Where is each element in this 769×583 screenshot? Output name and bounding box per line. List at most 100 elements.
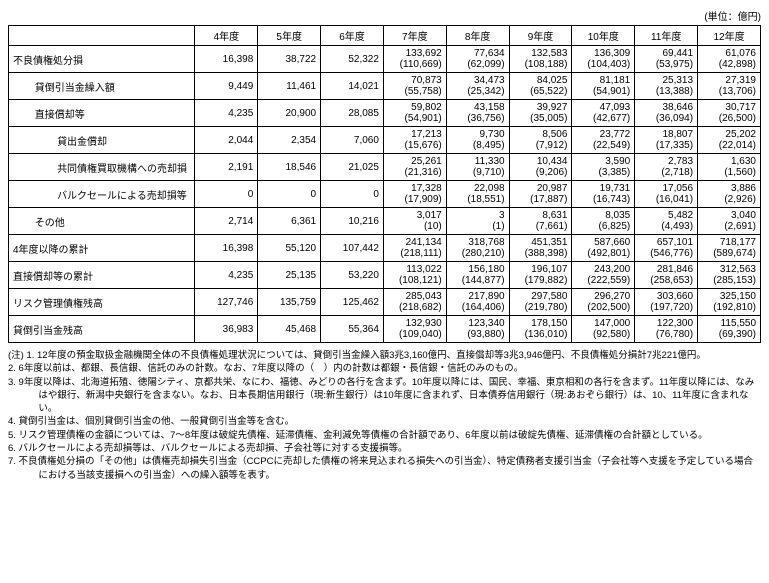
cell-y5: 135,759: [258, 289, 321, 316]
cell-y4: 2,191: [195, 154, 258, 181]
note-line: 5. リスク管理債権の金額については、7～8年度は破綻先債権、延滞債権、金利減免…: [8, 429, 761, 442]
row-label: リスク管理債権残高: [9, 289, 195, 316]
cell-y10: 243,200(222,559): [572, 262, 635, 289]
note-line: 3. 9年度以降は、北海道拓殖、徳陽シティ、京都共栄、なにわ、福徳、みどりの各行…: [8, 376, 761, 416]
cell-y8: 22,098(18,551): [446, 181, 509, 208]
cell-y12: 3,886(2,926): [698, 181, 761, 208]
cell-y12: 30,717(26,500): [698, 100, 761, 127]
cell-y9: 8,506(7,912): [509, 127, 572, 154]
cell-y10: 19,731(16,743): [572, 181, 635, 208]
note-line: 2. 6年度以前は、都銀、長信銀、信託のみの計数。なお、7年度以降の（ ）内の計…: [8, 362, 761, 375]
cell-y5: 18,546: [258, 154, 321, 181]
indent-cell: [9, 154, 31, 181]
cell-y6: 55,364: [321, 316, 384, 343]
data-table: 4年度 5年度 6年度 7年度 8年度 9年度 10年度 11年度 12年度 不…: [8, 25, 761, 343]
header-y5: 5年度: [258, 26, 321, 46]
table-row: 共同債権買取機構への売却損2,19118,54621,02525,261(21,…: [9, 154, 761, 181]
cell-y11: 2,783(2,718): [635, 154, 698, 181]
cell-y6: 52,322: [321, 46, 384, 73]
cell-y12: 3,040(2,691): [698, 208, 761, 235]
indent-cell: [9, 208, 31, 235]
cell-y12: 1,630(1,560): [698, 154, 761, 181]
cell-y9: 8,631(7,661): [509, 208, 572, 235]
cell-y5: 25,135: [258, 262, 321, 289]
cell-y5: 0: [258, 181, 321, 208]
cell-y10: 136,309(104,403): [572, 46, 635, 73]
cell-y5: 45,468: [258, 316, 321, 343]
cell-y11: 25,313(13,388): [635, 73, 698, 100]
cell-y7: 133,692(110,669): [383, 46, 446, 73]
cell-y12: 312,563(285,153): [698, 262, 761, 289]
cell-y4: 16,398: [195, 235, 258, 262]
cell-y6: 0: [321, 181, 384, 208]
cell-y5: 55,120: [258, 235, 321, 262]
row-label: バルクセールによる売却損等: [53, 181, 195, 208]
cell-y4: 36,983: [195, 316, 258, 343]
cell-y6: 28,085: [321, 100, 384, 127]
header-y7: 7年度: [383, 26, 446, 46]
cell-y4: 9,449: [195, 73, 258, 100]
header-y10: 10年度: [572, 26, 635, 46]
header-row: 4年度 5年度 6年度 7年度 8年度 9年度 10年度 11年度 12年度: [9, 26, 761, 46]
header-blank: [9, 26, 195, 46]
cell-y11: 38,646(36,094): [635, 100, 698, 127]
cell-y10: 23,772(22,549): [572, 127, 635, 154]
header-y12: 12年度: [698, 26, 761, 46]
row-label: 貸倒引当金繰入額: [31, 73, 195, 100]
indent-cell: [9, 181, 31, 208]
cell-y11: 281,846(258,653): [635, 262, 698, 289]
cell-y10: 8,035(6,825): [572, 208, 635, 235]
cell-y10: 587,660(492,801): [572, 235, 635, 262]
cell-y8: 43,158(36,756): [446, 100, 509, 127]
cell-y9: 451,351(388,398): [509, 235, 572, 262]
cell-y11: 69,441(53,975): [635, 46, 698, 73]
cell-y7: 25,261(21,316): [383, 154, 446, 181]
cell-y9: 10,434(9,206): [509, 154, 572, 181]
indent-cell: [31, 127, 53, 154]
cell-y8: 318,768(280,210): [446, 235, 509, 262]
cell-y4: 127,746: [195, 289, 258, 316]
cell-y4: 4,235: [195, 262, 258, 289]
cell-y8: 9,730(8,495): [446, 127, 509, 154]
cell-y12: 25,202(22,014): [698, 127, 761, 154]
indent-cell: [9, 127, 31, 154]
cell-y6: 14,021: [321, 73, 384, 100]
row-label: 直接償却等: [31, 100, 195, 127]
cell-y7: 17,328(17,909): [383, 181, 446, 208]
cell-y8: 156,180(144,877): [446, 262, 509, 289]
cell-y10: 47,093(42,677): [572, 100, 635, 127]
cell-y5: 11,461: [258, 73, 321, 100]
table-row: 直接償却等の累計4,23525,13553,220113,022(108,121…: [9, 262, 761, 289]
table-row: バルクセールによる売却損等00017,328(17,909)22,098(18,…: [9, 181, 761, 208]
cell-y10: 81,181(54,901): [572, 73, 635, 100]
cell-y9: 196,107(179,882): [509, 262, 572, 289]
cell-y7: 3,017(10): [383, 208, 446, 235]
cell-y9: 132,583(108,188): [509, 46, 572, 73]
cell-y12: 61,076(42,898): [698, 46, 761, 73]
cell-y5: 38,722: [258, 46, 321, 73]
indent-cell: [9, 100, 31, 127]
cell-y7: 132,930(109,040): [383, 316, 446, 343]
table-row: 貸倒引当金残高36,98345,46855,364132,930(109,040…: [9, 316, 761, 343]
cell-y11: 5,482(4,493): [635, 208, 698, 235]
table-row: 4年度以降の累計16,39855,120107,442241,134(218,1…: [9, 235, 761, 262]
cell-y9: 39,927(35,005): [509, 100, 572, 127]
cell-y4: 0: [195, 181, 258, 208]
cell-y11: 657,101(546,776): [635, 235, 698, 262]
cell-y6: 107,442: [321, 235, 384, 262]
cell-y4: 2,714: [195, 208, 258, 235]
cell-y4: 16,398: [195, 46, 258, 73]
indent-cell: [9, 73, 31, 100]
table-row: 貸出金償却2,0442,3547,06017,213(15,676)9,730(…: [9, 127, 761, 154]
cell-y8: 3(1): [446, 208, 509, 235]
cell-y7: 113,022(108,121): [383, 262, 446, 289]
cell-y8: 77,634(62,099): [446, 46, 509, 73]
cell-y5: 6,361: [258, 208, 321, 235]
table-row: 直接償却等4,23520,90028,08559,802(54,901)43,1…: [9, 100, 761, 127]
row-label: 4年度以降の累計: [9, 235, 195, 262]
header-y11: 11年度: [635, 26, 698, 46]
indent-cell: [31, 181, 53, 208]
cell-y6: 10,216: [321, 208, 384, 235]
cell-y6: 21,025: [321, 154, 384, 181]
row-label: 共同債権買取機構への売却損: [53, 154, 195, 181]
